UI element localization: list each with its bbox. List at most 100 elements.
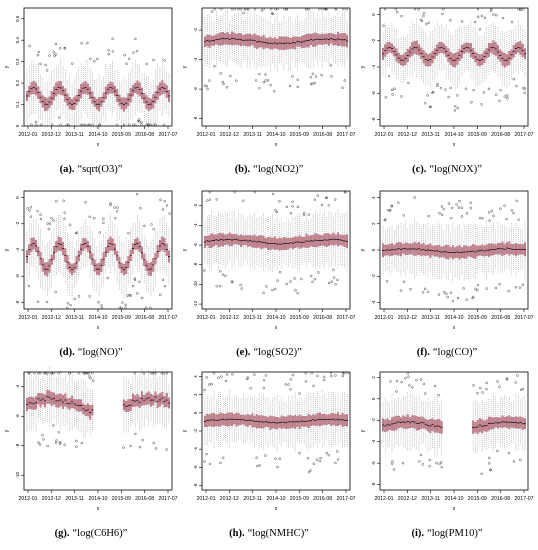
x-tick-label: 2017-07 — [336, 132, 355, 138]
outlier-point — [465, 298, 468, 301]
box — [89, 67, 92, 119]
x-tick-label: 2012-01 — [374, 496, 393, 502]
y-tick-label: 4 — [371, 196, 376, 199]
outlier-point — [476, 288, 479, 292]
outlier-point — [457, 206, 461, 209]
outlier-point — [429, 105, 432, 109]
box — [221, 396, 225, 442]
outlier-point — [519, 8, 522, 12]
box — [510, 223, 513, 275]
outlier-point — [320, 203, 324, 207]
box — [255, 398, 258, 445]
outlier-point — [127, 57, 131, 60]
box — [314, 397, 317, 444]
box — [138, 65, 141, 114]
outlier-point — [276, 465, 279, 469]
outlier-point — [89, 57, 92, 61]
box — [127, 239, 130, 285]
outlier-point — [222, 82, 225, 86]
y-tick-label: -8 — [15, 300, 20, 304]
x-axis-label: x — [275, 142, 278, 148]
outlier-point — [258, 72, 261, 76]
outlier-point — [487, 87, 491, 91]
outlier-point — [422, 382, 426, 386]
outlier-point — [210, 382, 213, 386]
x-axis-label: x — [97, 325, 100, 331]
box — [154, 368, 157, 426]
box — [46, 242, 49, 296]
box — [253, 12, 256, 69]
box — [327, 392, 331, 447]
y-axis-label: y — [360, 429, 366, 432]
box — [505, 227, 509, 269]
box — [257, 216, 261, 267]
x-tick-label: 2016-08 — [135, 315, 154, 321]
outlier-point — [390, 88, 394, 91]
box — [226, 213, 229, 266]
box — [167, 383, 171, 423]
box — [510, 402, 513, 443]
outlier-point — [262, 379, 266, 382]
box — [397, 224, 400, 273]
box — [64, 69, 67, 121]
box — [303, 221, 306, 263]
outlier-point — [220, 375, 223, 378]
box — [305, 215, 308, 267]
outlier-point — [420, 19, 424, 23]
outlier-point — [123, 53, 126, 57]
caption-text: “log(NO)” — [77, 347, 123, 358]
box — [156, 63, 159, 122]
box — [508, 30, 511, 86]
box — [442, 27, 445, 71]
box — [147, 370, 150, 426]
box — [321, 11, 324, 67]
outlier-point — [319, 456, 322, 460]
outlier-point — [489, 468, 492, 471]
box — [505, 31, 509, 89]
x-tick-label: 2012-12 — [398, 315, 417, 321]
box — [73, 248, 76, 288]
y-tick-label: -4 — [193, 57, 198, 61]
x-tick-label: 2017-07 — [336, 315, 355, 321]
outlier-point — [402, 280, 406, 284]
outlier-point — [293, 277, 296, 280]
outlier-point — [239, 283, 242, 287]
box — [402, 224, 405, 273]
outlier-point — [80, 441, 83, 445]
box — [25, 377, 29, 432]
outlier-point — [494, 286, 498, 290]
outlier-point — [208, 198, 212, 201]
outlier-point — [305, 7, 308, 11]
outlier-point — [242, 199, 245, 203]
box — [55, 67, 58, 112]
outlier-point — [289, 212, 293, 215]
box — [294, 18, 297, 68]
outlier-point — [278, 271, 282, 274]
outlier-point — [271, 288, 274, 292]
outlier-point — [46, 371, 49, 375]
outlier-point — [419, 453, 423, 457]
box — [52, 378, 56, 419]
box — [262, 18, 265, 67]
box — [469, 21, 473, 80]
box — [269, 14, 272, 72]
outlier-point — [418, 460, 421, 463]
box — [57, 215, 60, 273]
outlier-point — [445, 292, 448, 296]
outlier-point — [309, 274, 313, 278]
outlier-point — [422, 14, 425, 18]
box — [388, 403, 391, 447]
outlier-point — [136, 119, 140, 123]
box — [309, 11, 313, 69]
box — [406, 34, 409, 77]
outlier-point — [474, 287, 477, 291]
y-tick-label: -4 — [371, 439, 376, 443]
outlier-point — [341, 374, 344, 378]
outlier-point — [392, 468, 396, 471]
x-tick-label: 2013-11 — [243, 315, 262, 321]
outlier-point — [514, 381, 517, 384]
outlier-point — [428, 458, 431, 462]
box — [460, 28, 463, 76]
outlier-point — [57, 116, 61, 119]
box — [404, 37, 407, 80]
